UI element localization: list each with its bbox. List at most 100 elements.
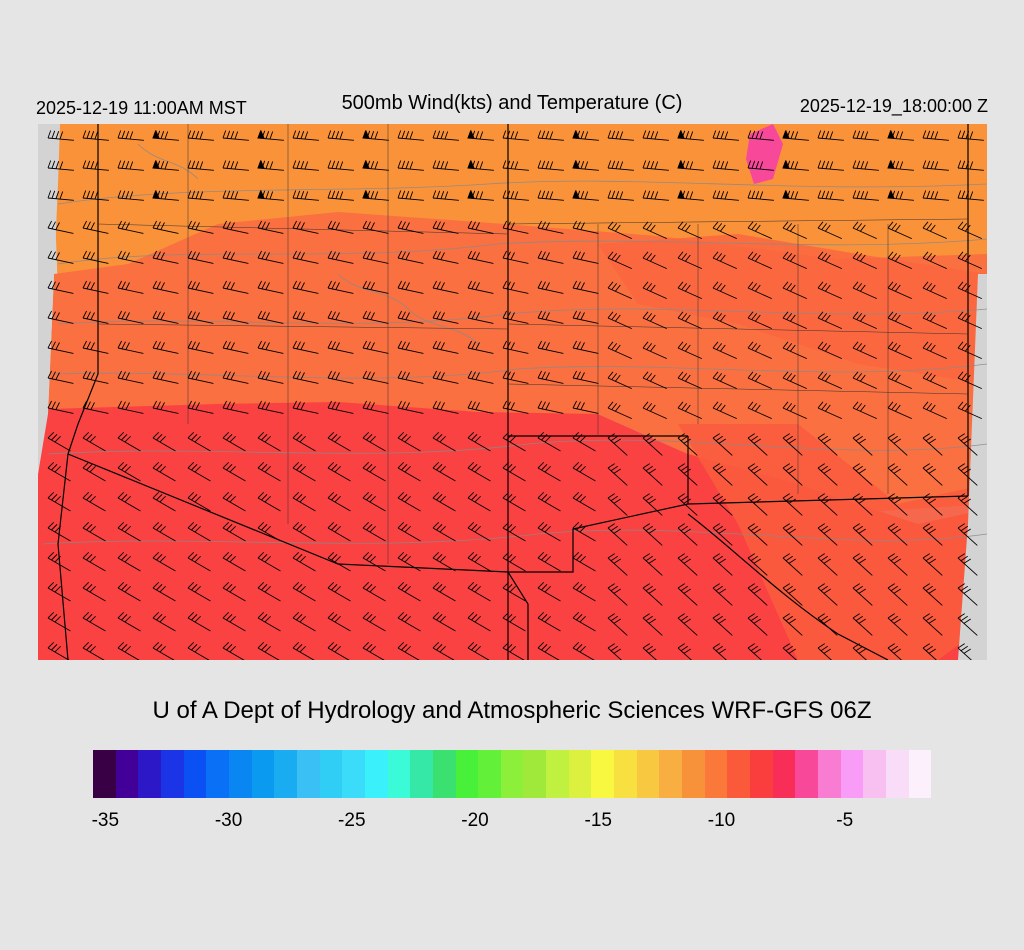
wind-barb <box>117 160 144 171</box>
wind-barb <box>292 220 319 234</box>
wind-barb <box>467 461 491 482</box>
wind-barb <box>677 371 702 390</box>
wind-barb <box>747 341 772 360</box>
wind-barb <box>817 190 844 201</box>
wind-barb <box>817 160 844 171</box>
wind-barb <box>887 583 908 606</box>
wind-barb <box>467 611 491 632</box>
wind-barb <box>922 401 947 420</box>
temperature-wind-map <box>38 124 987 660</box>
wind-barb <box>47 521 71 542</box>
wind-barb <box>922 463 943 486</box>
wind-barb <box>292 280 319 294</box>
wind-barb <box>397 641 420 660</box>
wind-barb <box>327 611 351 632</box>
wind-barb <box>117 310 144 324</box>
wind-barb <box>957 190 984 201</box>
wind-barb <box>187 310 214 324</box>
wind-barb <box>642 311 667 330</box>
wind-barb <box>852 371 877 390</box>
wind-barb <box>957 371 982 390</box>
wind-barb <box>257 581 281 602</box>
colorbar-tick-label: -30 <box>214 810 243 831</box>
wind-barb <box>222 220 249 234</box>
wind-barb <box>887 493 908 516</box>
wind-barb-pennant <box>572 159 580 169</box>
wind-barb <box>852 463 873 486</box>
wind-barb <box>712 493 733 516</box>
wind-barb <box>502 431 526 452</box>
wind-barb <box>747 523 768 546</box>
wind-barb <box>327 190 354 201</box>
wind-barb <box>572 611 596 632</box>
wind-barb <box>537 280 564 294</box>
wind-barb <box>712 523 733 546</box>
wind-barb <box>362 461 386 482</box>
colorbar-cell <box>160 750 184 798</box>
wind-barb <box>572 641 595 660</box>
wind-barb <box>852 523 873 546</box>
wind-barb <box>117 581 141 602</box>
wind-barb <box>887 463 908 486</box>
wind-barb <box>887 613 908 636</box>
wind-barb-pennant <box>362 189 370 199</box>
wind-barb <box>187 581 211 602</box>
wind-barb <box>257 400 284 414</box>
wind-barb <box>397 581 421 602</box>
wind-barb <box>747 643 762 660</box>
wind-barb <box>957 643 972 660</box>
wind-barb <box>152 370 179 384</box>
wind-barb <box>642 160 669 171</box>
wind-barb <box>572 250 599 264</box>
wind-barb <box>187 521 211 542</box>
colorbar-cell <box>387 750 411 798</box>
wind-barb <box>432 461 456 482</box>
wind-barb <box>502 491 526 512</box>
wind-barb <box>537 521 561 542</box>
wind-barb <box>432 160 459 171</box>
wind-barb <box>537 160 564 171</box>
wind-barb <box>117 280 144 294</box>
wind-barb <box>502 160 529 171</box>
wind-barb <box>257 611 281 632</box>
wind-barb <box>117 521 141 542</box>
wind-barb <box>887 643 902 660</box>
wind-barb <box>747 371 772 390</box>
wind-barb <box>82 160 109 171</box>
wind-barb <box>467 641 490 660</box>
colorbar-cell <box>659 750 683 798</box>
wind-barb <box>817 583 838 606</box>
wind-barb <box>537 400 564 414</box>
wind-barb <box>922 190 949 201</box>
wind-barb <box>432 250 459 264</box>
wind-barb <box>432 611 456 632</box>
wind-barb <box>887 341 912 360</box>
wind-barb <box>747 160 774 171</box>
colorbar-cell <box>319 750 343 798</box>
wind-barb <box>222 551 246 572</box>
wind-barb <box>922 130 949 141</box>
wind-barb <box>502 130 529 141</box>
wind-barb <box>222 611 246 632</box>
colorbar-cell <box>228 750 252 798</box>
wind-barb <box>257 521 281 542</box>
wind-barb <box>82 491 106 512</box>
wind-barb <box>677 401 702 420</box>
wind-barb <box>47 581 71 602</box>
wind-barb <box>957 523 978 546</box>
wind-barb <box>47 551 71 572</box>
wind-barb <box>957 160 984 171</box>
wind-barb <box>117 370 144 384</box>
wind-barb <box>572 581 596 602</box>
wind-barb <box>152 250 179 264</box>
wind-barb <box>852 553 873 576</box>
wind-barb <box>397 551 421 572</box>
colorbar-tick-label: -10 <box>707 810 736 831</box>
wind-barb <box>222 400 249 414</box>
wind-barb <box>292 521 316 542</box>
wind-barb <box>327 581 351 602</box>
wind-barb <box>957 583 978 606</box>
wind-barb <box>712 311 737 330</box>
wind-barb-pennant <box>572 129 580 139</box>
colorbar-cell <box>478 750 501 798</box>
